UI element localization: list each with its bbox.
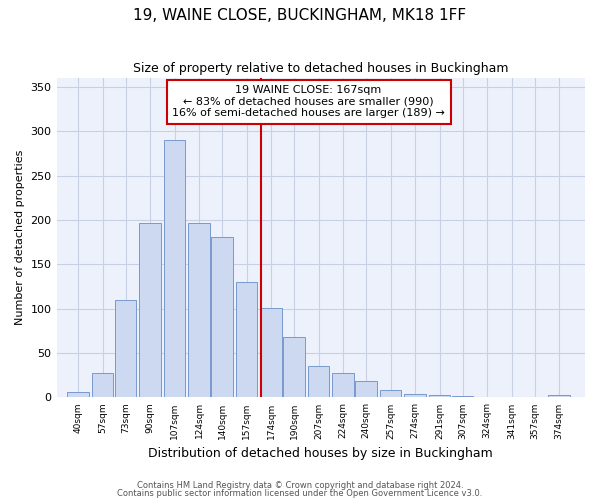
Bar [260, 308, 282, 398]
Text: Contains public sector information licensed under the Open Government Licence v3: Contains public sector information licen… [118, 489, 482, 498]
Bar [139, 222, 161, 398]
Bar [92, 372, 113, 398]
Bar [236, 282, 257, 398]
Bar [355, 382, 377, 398]
Bar [188, 222, 210, 398]
Bar [476, 396, 498, 398]
Bar [115, 300, 136, 398]
Bar [283, 337, 305, 398]
Bar [332, 374, 354, 398]
Bar [548, 395, 570, 398]
X-axis label: Distribution of detached houses by size in Buckingham: Distribution of detached houses by size … [148, 447, 493, 460]
Bar [67, 392, 89, 398]
Text: 19 WAINE CLOSE: 167sqm
← 83% of detached houses are smaller (990)
16% of semi-de: 19 WAINE CLOSE: 167sqm ← 83% of detached… [172, 85, 445, 118]
Y-axis label: Number of detached properties: Number of detached properties [15, 150, 25, 326]
Bar [211, 237, 233, 398]
Text: Contains HM Land Registry data © Crown copyright and database right 2024.: Contains HM Land Registry data © Crown c… [137, 480, 463, 490]
Bar [404, 394, 426, 398]
Bar [380, 390, 401, 398]
Title: Size of property relative to detached houses in Buckingham: Size of property relative to detached ho… [133, 62, 509, 76]
Bar [429, 395, 451, 398]
Text: 19, WAINE CLOSE, BUCKINGHAM, MK18 1FF: 19, WAINE CLOSE, BUCKINGHAM, MK18 1FF [133, 8, 467, 22]
Bar [164, 140, 185, 398]
Bar [308, 366, 329, 398]
Bar [452, 396, 473, 398]
